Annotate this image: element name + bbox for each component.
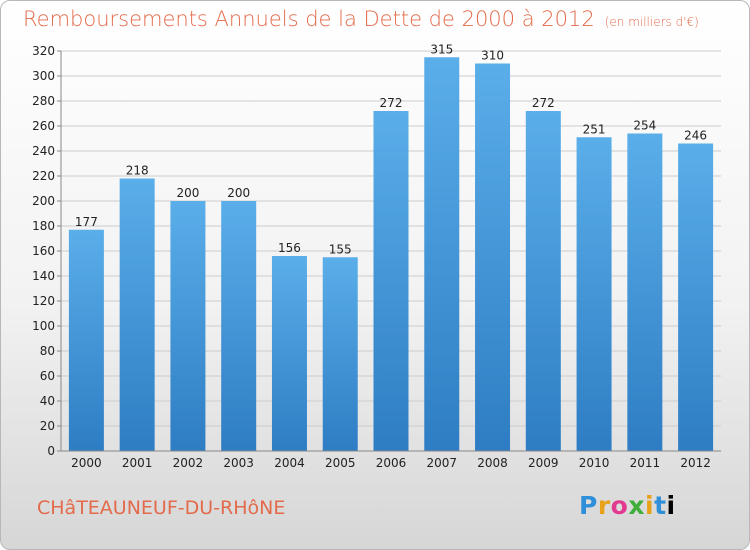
x-tick-label: 2000 bbox=[71, 456, 102, 470]
y-tick-label: 100 bbox=[32, 319, 55, 333]
data-label-2004: 156 bbox=[278, 241, 301, 255]
x-tick-label: 2008 bbox=[477, 456, 508, 470]
data-label-2007: 315 bbox=[430, 42, 453, 56]
proxiti-logo[interactable]: Proxiti bbox=[579, 491, 676, 520]
y-tick-label: 80 bbox=[40, 344, 55, 358]
x-axis: 2000 2001 2002 2003 2004 2005 2006 2007 2008 2009… bbox=[61, 450, 721, 470]
x-tick-label: 2007 bbox=[426, 456, 457, 470]
x-tick-label: 2010 bbox=[579, 456, 610, 470]
bar-2010 bbox=[576, 137, 612, 451]
bar-chart: 0 20 40 60 80 100 120 140 160 180 200 220 240 260 280 3… bbox=[32, 42, 721, 470]
y-tick-label: 320 bbox=[32, 44, 55, 58]
bars bbox=[68, 57, 714, 451]
y-tick-label: 300 bbox=[32, 69, 55, 83]
y-tick-label: 140 bbox=[32, 269, 55, 283]
x-tick-label: 2005 bbox=[325, 456, 356, 470]
data-label-2012: 246 bbox=[684, 129, 707, 143]
bar-2000 bbox=[68, 229, 104, 451]
y-tick-label: 120 bbox=[32, 294, 55, 308]
bar-2012 bbox=[678, 143, 714, 451]
y-tick-label: 160 bbox=[32, 244, 55, 258]
unit-label: (en milliers d'€) bbox=[604, 15, 699, 29]
y-tick-label: 20 bbox=[40, 419, 55, 433]
bar-2011 bbox=[627, 133, 663, 451]
data-label-2010: 251 bbox=[583, 122, 606, 136]
x-tick-label: 2004 bbox=[274, 456, 305, 470]
x-tick-label: 2002 bbox=[173, 456, 204, 470]
y-tick-label: 40 bbox=[40, 394, 55, 408]
data-label-2000: 177 bbox=[75, 215, 98, 229]
x-tick-label: 2003 bbox=[223, 456, 254, 470]
bar-2004 bbox=[271, 256, 307, 451]
data-label-2009: 272 bbox=[532, 96, 555, 110]
x-tick-label: 2009 bbox=[528, 456, 559, 470]
data-label-2001: 218 bbox=[126, 164, 149, 178]
data-label-2002: 200 bbox=[176, 186, 199, 200]
bar-2009 bbox=[525, 111, 561, 451]
y-tick-label: 180 bbox=[32, 219, 55, 233]
x-tick-label: 2006 bbox=[376, 456, 407, 470]
bar-2008 bbox=[475, 63, 511, 451]
data-label-2003: 200 bbox=[227, 186, 250, 200]
y-tick-label: 60 bbox=[40, 369, 55, 383]
y-tick-label: 220 bbox=[32, 169, 55, 183]
data-label-2008: 310 bbox=[481, 49, 504, 63]
x-tick-label: 2001 bbox=[122, 456, 153, 470]
bar-2001 bbox=[119, 178, 155, 451]
data-label-2005: 155 bbox=[329, 242, 352, 256]
y-tick-label: 280 bbox=[32, 94, 55, 108]
bar-2006 bbox=[373, 111, 409, 451]
data-label-2011: 254 bbox=[633, 119, 656, 133]
x-tick-label: 2012 bbox=[680, 456, 711, 470]
x-tick-label: 2011 bbox=[630, 456, 661, 470]
bar-2003 bbox=[221, 201, 257, 451]
bar-2005 bbox=[322, 257, 358, 451]
title-text: Remboursements Annuels de la Dette de 20… bbox=[23, 7, 595, 31]
y-tick-label: 260 bbox=[32, 119, 55, 133]
city-name: CHâTEAUNEUF-DU-RHôNE bbox=[37, 497, 286, 519]
y-axis: 0 20 40 60 80 100 120 140 160 180 200 220 240 260 280 3… bbox=[32, 44, 62, 458]
y-tick-label: 200 bbox=[32, 194, 55, 208]
y-tick-label: 0 bbox=[47, 444, 55, 458]
y-tick-label: 240 bbox=[32, 144, 55, 158]
chart-title: Remboursements Annuels de la Dette de 20… bbox=[23, 7, 699, 31]
data-label-2006: 272 bbox=[380, 96, 403, 110]
bar-2002 bbox=[170, 201, 206, 451]
bar-2007 bbox=[424, 57, 460, 451]
data-labels: 177 218 200 200 156 155 272 315 310 272 251 254 246 bbox=[75, 42, 707, 256]
